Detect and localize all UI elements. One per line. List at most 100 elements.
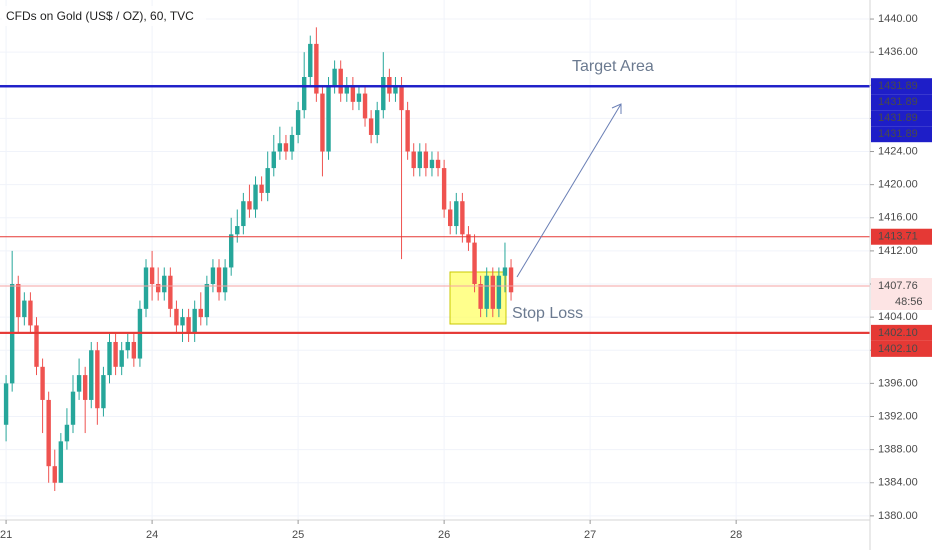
candle-body — [381, 77, 386, 111]
candle-body — [70, 391, 76, 425]
candle-body — [143, 267, 149, 309]
candle-body — [119, 350, 124, 367]
candle-body — [350, 85, 356, 102]
candle-body — [22, 300, 27, 318]
candle-body — [198, 308, 203, 318]
candle-body — [186, 317, 191, 334]
candle-body — [441, 168, 447, 210]
candle-body — [216, 267, 222, 293]
candle-body — [308, 43, 313, 78]
candle-body — [344, 85, 349, 94]
candle-body — [411, 151, 416, 169]
candle-body — [484, 275, 489, 309]
y-tick-label: 1384.00 — [878, 477, 918, 489]
candle-body — [228, 234, 234, 268]
annotation: Target Area — [572, 58, 654, 75]
y-tick-label: 1424.00 — [878, 145, 918, 157]
price-label-bg — [871, 94, 932, 111]
y-tick-label: 1440.00 — [878, 13, 918, 25]
plot — [0, 27, 870, 492]
candle-body — [204, 284, 210, 318]
candle-body — [472, 242, 477, 285]
price-label: 1431.89 — [878, 112, 918, 124]
candle-body — [417, 151, 422, 169]
candle-body — [113, 341, 118, 367]
x-tick-label: 24 — [146, 529, 158, 541]
price-label-bg — [871, 324, 932, 341]
candle-body — [393, 85, 398, 94]
price-label-bg — [871, 278, 932, 294]
candle-body — [429, 159, 435, 169]
candle-body — [478, 284, 483, 309]
candle-body — [180, 317, 185, 326]
candle-body — [46, 399, 51, 467]
candle-body — [168, 275, 173, 309]
chart-title: CFDs on Gold (US$ / OZ), 60, TVC — [6, 9, 194, 23]
candle-body — [332, 68, 337, 86]
y-tick-label: 1412.00 — [878, 245, 918, 257]
candle-body — [362, 93, 368, 119]
candle-body — [253, 184, 258, 210]
arrow-head — [611, 103, 622, 114]
candle-body — [435, 159, 441, 169]
y-tick-label: 1388.00 — [878, 444, 918, 456]
candle-body — [448, 209, 453, 227]
candle-body — [52, 466, 57, 483]
candle-body — [155, 284, 161, 293]
candle-body — [502, 267, 508, 276]
candle-body — [295, 110, 301, 135]
price-label-bg — [871, 340, 932, 357]
candle-body — [40, 366, 45, 400]
candle-body — [192, 308, 197, 334]
price-label-bg — [871, 78, 932, 95]
price-label-bg — [871, 228, 932, 245]
candle-body — [101, 375, 106, 409]
candle-body — [301, 77, 307, 111]
candle-body — [277, 143, 283, 152]
price-label: 1431.89 — [878, 80, 918, 92]
x-tick-label: 26 — [438, 529, 450, 541]
candle-body — [235, 226, 240, 235]
x-axis-bg — [0, 520, 870, 550]
candle-body — [271, 151, 276, 169]
price-label: 1402.10 — [878, 327, 918, 339]
y-tick-label: 1420.00 — [878, 179, 918, 191]
y-tick-label: 1436.00 — [878, 46, 918, 58]
candle-body — [466, 234, 471, 243]
candle-body — [423, 151, 429, 169]
price-label-bg — [871, 110, 932, 127]
candle-body — [210, 267, 216, 285]
candle-body — [222, 267, 228, 293]
price-label: 1402.10 — [878, 343, 918, 355]
candle-body — [496, 275, 502, 309]
x-tick-label: 27 — [584, 529, 596, 541]
y-tick-label: 1416.00 — [878, 212, 918, 224]
candle-body — [131, 341, 137, 359]
y-tick-label: 1380.00 — [878, 510, 918, 522]
candle-body — [241, 201, 246, 227]
annotation: Stop Loss — [512, 305, 583, 322]
candle-body — [399, 85, 404, 111]
candle-body — [259, 184, 264, 193]
candle-body — [28, 300, 33, 326]
countdown: 48:56 — [895, 296, 923, 308]
candle-body — [58, 441, 64, 483]
candle-body — [16, 284, 21, 318]
candle-body — [64, 424, 70, 442]
candle-body — [34, 325, 39, 367]
candle-body — [368, 118, 374, 135]
candle-body — [247, 201, 252, 210]
candle-body — [314, 43, 319, 94]
x-tick-label: 25 — [292, 529, 304, 541]
stop-box — [449, 271, 507, 325]
countdown-bg — [871, 294, 932, 310]
axis-labels: 1380.001384.001388.001392.001396.001400.… — [0, 13, 932, 541]
candle-body — [162, 275, 167, 293]
price-label: 1413.71 — [878, 231, 918, 243]
candle-body — [283, 143, 289, 152]
candle-body — [460, 201, 465, 235]
candle-body — [405, 110, 410, 152]
candle-body — [76, 375, 82, 392]
candle-body — [3, 383, 9, 425]
candle-body — [149, 267, 155, 285]
